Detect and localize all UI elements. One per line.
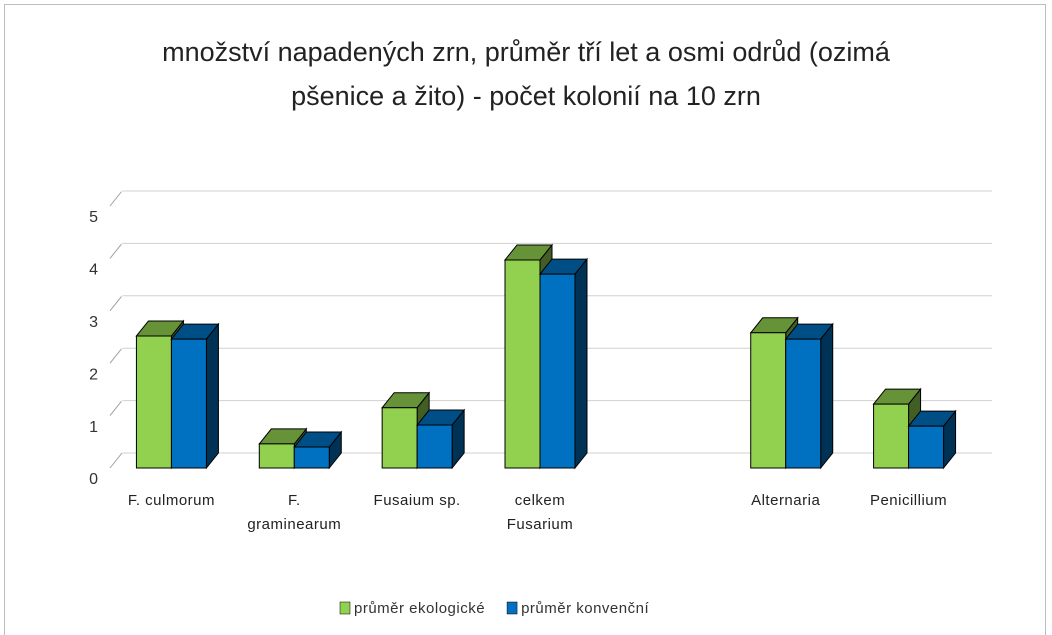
- bar-side: [205, 322, 219, 470]
- x-tick-label: F. culmorum: [127, 492, 216, 509]
- bar-side: [820, 322, 834, 470]
- bar-front: [170, 338, 207, 469]
- bar: [907, 409, 957, 470]
- x-tick-label: celkem Fusarium: [506, 492, 574, 533]
- x-tick-label: Fusaium sp.: [373, 492, 461, 509]
- bar-front: [539, 273, 576, 469]
- bar-front: [785, 338, 822, 469]
- bar-front: [504, 259, 541, 469]
- legend-label: průměr ekologické: [354, 600, 485, 617]
- bar: [784, 322, 834, 470]
- legend-label: průměr konvenční: [521, 600, 649, 617]
- y-tick-label: 1: [89, 419, 98, 436]
- grid-line-side: [109, 295, 123, 312]
- bar-front: [293, 446, 330, 469]
- grid-line-side: [109, 243, 123, 259]
- bar: [538, 257, 589, 470]
- y-tick-label: 5: [89, 209, 98, 226]
- bar-front: [258, 443, 295, 469]
- grid-line-side: [109, 190, 123, 207]
- bar-front: [135, 335, 172, 469]
- grid-line-side: [109, 347, 123, 364]
- bar-front: [908, 425, 945, 469]
- x-tick-label: Alternaria: [751, 492, 821, 509]
- bar-front: [381, 407, 418, 469]
- bar-front: [750, 332, 787, 469]
- y-tick-label: 3: [89, 314, 98, 331]
- x-tick-label: F. graminearum: [247, 492, 342, 533]
- bar-side: [574, 257, 588, 470]
- y-tick-label: 4: [89, 262, 98, 279]
- chart-frame: [4, 4, 1046, 635]
- grid-line-side: [109, 452, 123, 469]
- legend-swatch: [506, 601, 518, 615]
- y-tick-label: 0: [89, 471, 98, 488]
- legend-swatch: [339, 601, 351, 615]
- chart-title: množství napadených zrn, průměr tří let …: [162, 37, 890, 111]
- bar: [293, 430, 343, 470]
- grid-line-side: [109, 400, 123, 416]
- y-tick-label: 2: [89, 366, 98, 383]
- bar: [170, 322, 220, 470]
- bar: [416, 408, 466, 470]
- x-tick-label: Penicillium: [869, 492, 948, 509]
- bar-front: [416, 424, 453, 469]
- bar-front: [873, 403, 910, 469]
